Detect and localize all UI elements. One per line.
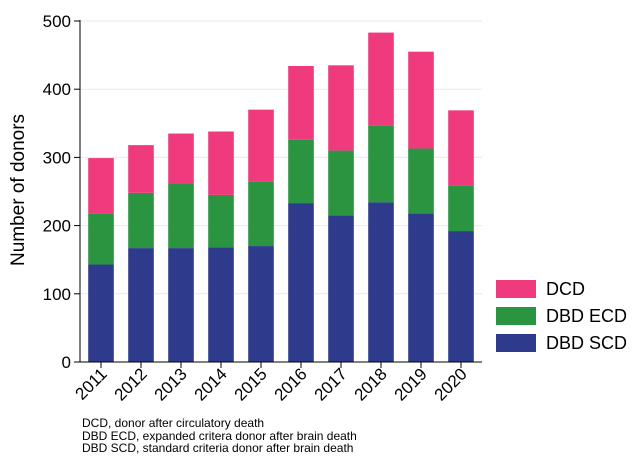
- bar-2011-dbd-scd: [88, 264, 114, 362]
- bar-2018-dbd-ecd: [368, 125, 394, 203]
- bar-2016-dbd-ecd: [288, 139, 314, 204]
- bar-2015-dcd: [248, 109, 274, 182]
- bar-2020-dcd: [448, 110, 474, 186]
- x-tick-label-2011: 2011: [72, 364, 111, 403]
- legend-label-dcd: DCD: [546, 279, 585, 299]
- y-tick-label-500: 500: [43, 12, 71, 31]
- x-tick-label-2013: 2013: [151, 364, 191, 404]
- x-tick-label-2018: 2018: [351, 364, 391, 404]
- bar-2015-dbd-ecd: [248, 181, 274, 247]
- bars: [88, 32, 474, 362]
- bar-2016-dbd-scd: [288, 203, 314, 362]
- bar-2014-dbd-scd: [208, 247, 234, 362]
- legend-swatch-dcd: [496, 280, 536, 298]
- bar-2011-dbd-ecd: [88, 213, 114, 265]
- bar-2014-dbd-ecd: [208, 194, 234, 248]
- bar-2019-dbd-scd: [408, 213, 434, 362]
- x-tick-label-2019: 2019: [391, 364, 431, 404]
- bar-2018-dbd-scd: [368, 202, 394, 362]
- bar-2019-dbd-ecd: [408, 148, 434, 214]
- bar-2017-dbd-scd: [328, 215, 354, 362]
- bar-2016-dcd: [288, 66, 314, 140]
- legend-label-dbd-ecd: DBD ECD: [546, 306, 627, 326]
- bar-2012-dbd-scd: [128, 248, 154, 362]
- y-tick-label-300: 300: [43, 148, 71, 167]
- bar-2014-dcd: [208, 131, 234, 195]
- bar-2018-dcd: [368, 32, 394, 126]
- bar-2019-dcd: [408, 51, 434, 149]
- legend: DCD DBD ECD DBD SCD: [496, 279, 627, 353]
- bar-2013-dbd-ecd: [168, 183, 194, 249]
- y-tick-label-0: 0: [62, 353, 71, 372]
- x-tick-label-2020: 2020: [431, 364, 471, 404]
- bar-2013-dbd-scd: [168, 248, 194, 362]
- bar-2020-dbd-ecd: [448, 185, 474, 232]
- bar-2017-dbd-ecd: [328, 150, 354, 216]
- bar-2012-dcd: [128, 145, 154, 193]
- x-tick-label-2014: 2014: [191, 364, 231, 404]
- bar-2020-dbd-scd: [448, 231, 474, 362]
- bar-2013-dcd: [168, 133, 194, 184]
- legend-label-dbd-scd: DBD SCD: [546, 333, 627, 353]
- bar-2012-dbd-ecd: [128, 192, 154, 249]
- y-tick-label-400: 400: [43, 80, 71, 99]
- bar-2017-dcd: [328, 65, 354, 151]
- legend-swatch-dbd-ecd: [496, 307, 536, 325]
- y-tick-label-200: 200: [43, 217, 71, 236]
- bar-2015-dbd-scd: [248, 246, 274, 362]
- y-tick-label-100: 100: [43, 285, 71, 304]
- x-tick-label-2016: 2016: [271, 364, 311, 404]
- bar-2011-dcd: [88, 158, 114, 214]
- x-tick-label-2012: 2012: [111, 364, 151, 404]
- footnote-dbd-ecd: DBD ECD, expanded critera donor after br…: [82, 428, 357, 443]
- x-tick-label-2015: 2015: [231, 364, 271, 404]
- legend-swatch-dbd-scd: [496, 334, 536, 352]
- x-tick-label-2017: 2017: [311, 364, 351, 404]
- footnotes: DCD, donor after circulatory death DBD E…: [82, 417, 357, 455]
- footnote-dbd-scd: DBD SCD, standard criteria donor after b…: [82, 441, 354, 455]
- footnote-dcd: DCD, donor after circulatory death: [82, 416, 265, 430]
- y-axis-title: Number of donors: [8, 114, 29, 266]
